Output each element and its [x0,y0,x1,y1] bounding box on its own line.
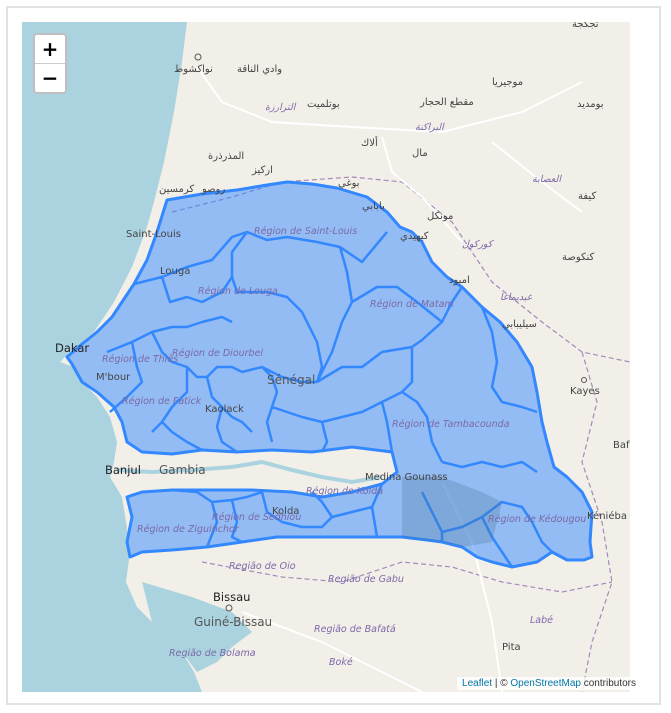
gambia-river [116,459,383,485]
ocean [22,22,202,692]
label-kiffa: كيفة [578,191,596,202]
region-borders [106,230,553,568]
label-region-bafata: Região de Bafatá [314,624,396,635]
label-mederdra: المذرذرة [208,151,244,162]
label-region-oio: Região de Oio [229,561,296,572]
label-trarza: الترارزة [265,102,297,113]
osm-link[interactable]: OpenStreetMap [510,678,581,689]
map-labels: نواكشوط وادي الناقة بوتلميت الترارزة الم… [55,22,630,668]
label-region-sedhiou: Région de Sedhiou [212,512,301,523]
label-mbour: M'bour [96,372,131,383]
label-kaedi: كيهيدي [400,231,429,242]
label-gorgol: كوركول [462,239,495,250]
nouakchott-marker [194,53,202,61]
zoom-control: + − [33,33,67,94]
label-bafo: Bafo [613,440,630,451]
attribution-separator: | © [492,678,511,689]
label-aleg: ألاك [361,136,378,149]
kayes-marker [581,377,587,383]
map-svg[interactable]: نواكشوط وادي الناقة بوتلميت الترارزة الم… [22,22,630,692]
label-boutilimit: بوتلميت [307,99,340,110]
label-wadi-naga: وادي الناقة [237,64,282,75]
label-nouakchott: نواكشوط [174,64,213,75]
leaflet-link[interactable]: Leaflet [462,678,493,689]
label-senegal: Sénégal [267,373,315,387]
label-medina-gounass: Medina Gounass [365,472,448,483]
label-mal: مال [412,148,428,159]
zoom-in-button[interactable]: + [41,37,59,61]
label-monguel: مونكل [427,211,453,222]
label-kayes: Kayes [570,386,600,397]
label-selibaby: سيليبابي [502,319,537,330]
label-maghta-lahjar: مقطع الحجار [419,97,474,108]
label-region-kedougou: Région de Kédougou [488,514,586,525]
label-banjul: Banjul [105,463,141,477]
label-labe: Labé [530,615,553,626]
label-region-gabu: Região de Gabu [328,574,404,585]
label-baba: بابابي [362,201,385,212]
label-gambia: Gambia [159,463,206,477]
map-canvas[interactable]: نواكشوط وادي الناقة بوتلميت الترارزة الم… [22,22,630,692]
mali-border [581,351,613,692]
bissau-water [142,582,252,672]
label-tidjikja: تجكجة [572,22,599,30]
label-region-ziguinchor: Région de Ziguinchor [137,524,240,535]
label-dakar: Dakar [55,341,89,355]
label-brakna: البراكنة [415,122,445,133]
attribution-suffix: contributors [580,678,636,689]
guinea-border [201,561,613,593]
road [196,66,583,134]
label-bogue: بوغي [338,178,360,189]
label-region-fatick: Région de Fatick [122,396,202,407]
label-rkiz: اركيز [251,165,273,176]
label-region-tambacounda: Région de Tambacounda [392,419,510,430]
map-attribution: Leaflet | © OpenStreetMap contributors [457,677,641,690]
label-rosso: روصو [201,184,225,195]
label-keur-macene: كرمسين [159,184,194,195]
label-region-thies: Région de Thiès [102,354,178,365]
label-bissau: Bissau [213,590,250,604]
label-moudjeria: موجيريا [492,77,523,88]
road [381,136,463,243]
label-saint-louis: Saint-Louis [126,229,181,240]
kedougou-shade [402,477,502,547]
label-keniebia: Kéniéba [587,510,627,522]
road [491,141,583,213]
label-assaba: العصابة [532,174,562,185]
label-boke: Boké [329,657,353,668]
label-region-kolda: Région de Kolda [306,486,383,497]
label-louga: Louga [160,266,190,277]
label-region-bolama: Região de Bolama [169,648,256,659]
label-boumdeid: بومديد [577,99,604,110]
zoom-out-button[interactable]: − [35,63,65,92]
label-region-matam: Région de Matam [370,299,454,310]
senegal-regions-overlay[interactable] [65,180,594,569]
label-m-bout: امبود [449,275,470,286]
label-guinee-bissau: Guiné-Bissau [194,615,272,629]
label-region-diourbel: Région de Diourbel [172,348,263,359]
label-guidimakha: غيديماغا [500,292,533,303]
bissau-marker [225,604,233,612]
label-region-saint-louis: Région de Saint-Louis [254,226,357,237]
road [241,611,423,692]
label-region-louga: Région de Louga [198,286,278,297]
label-kaolack: Kaolack [205,404,244,415]
label-kankossa: كنكوصة [562,252,595,263]
label-kolda: Kolda [272,506,299,517]
label-pita: Pita [502,642,521,653]
